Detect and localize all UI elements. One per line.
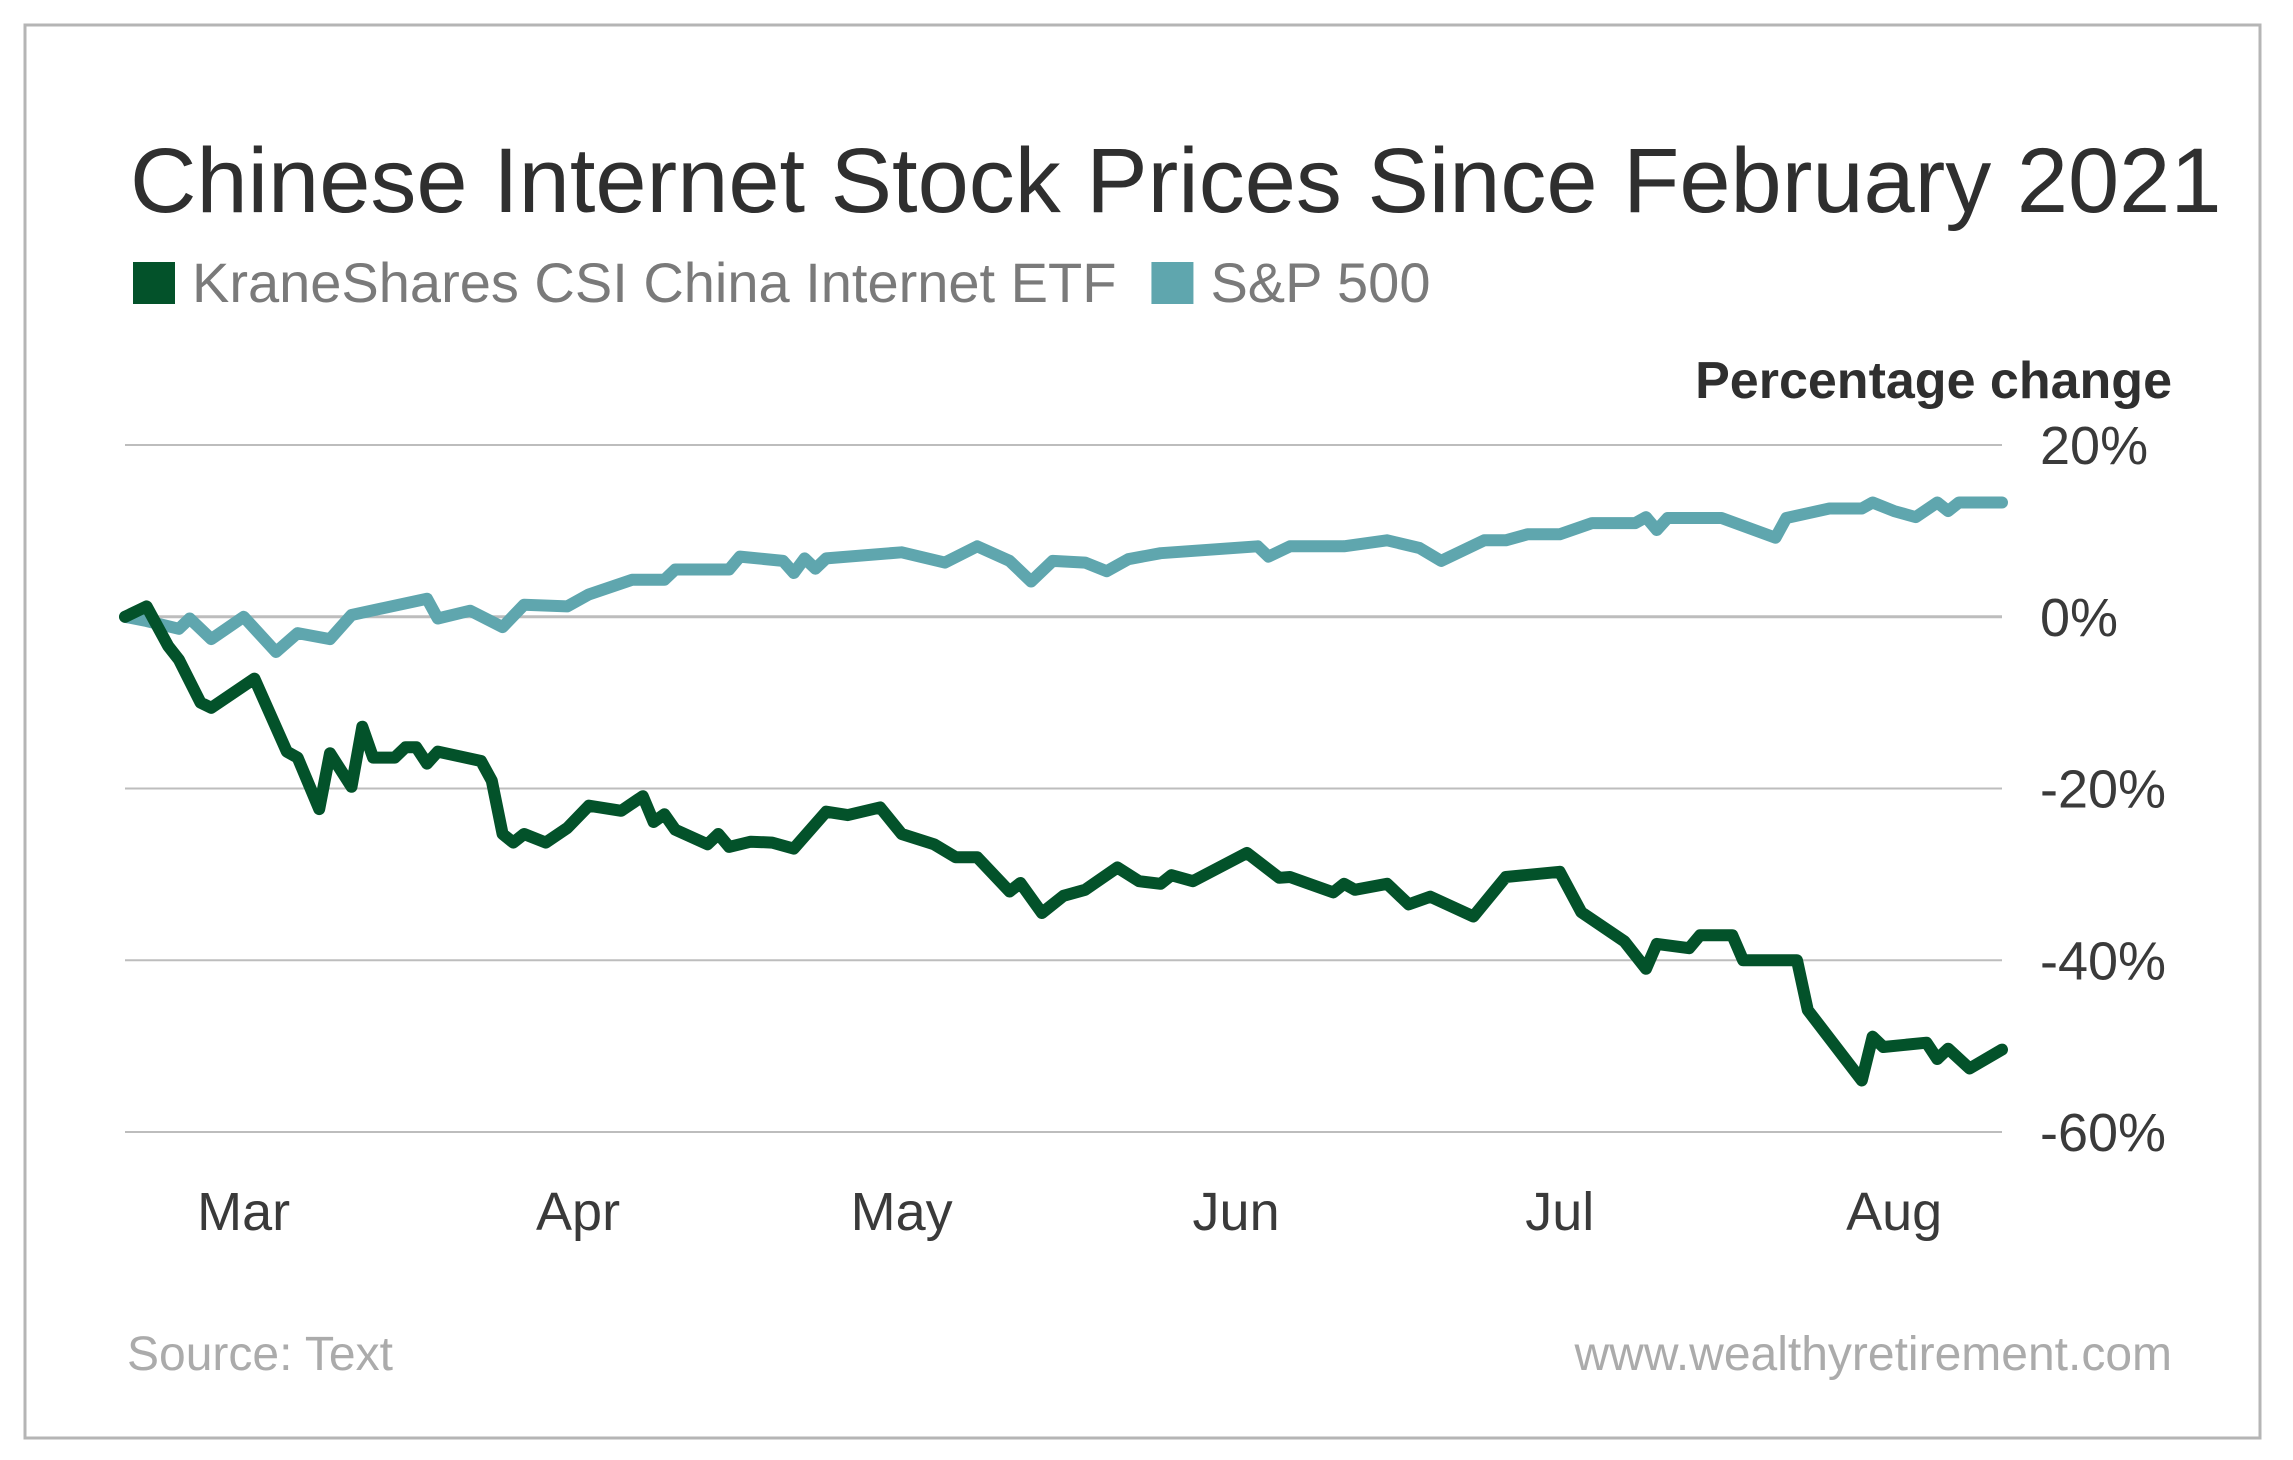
- series-line-sp500: [119, 496, 2008, 658]
- legend-label-sp500: S&P 500: [1210, 251, 1430, 314]
- y-axis-label: Percentage change: [1695, 352, 2172, 410]
- series-lines: [119, 496, 2008, 1087]
- card-border: [23, 23, 2262, 1440]
- website-credit: www.wealthyretirement.com: [1573, 1328, 2172, 1381]
- x-tick-label: Aug: [1846, 1182, 1942, 1242]
- legend: KraneShares CSI China Internet ETF S&P 5…: [133, 251, 1430, 314]
- y-tick-label: -40%: [2040, 931, 2166, 991]
- y-tick-label: 20%: [2040, 416, 2148, 476]
- y-tick-label: -20%: [2040, 760, 2166, 820]
- x-tick-labels: Mar Apr May Jun Jul Aug: [197, 1182, 1942, 1242]
- y-tick-label: 0%: [2040, 588, 2118, 648]
- x-tick-label: Apr: [536, 1182, 620, 1242]
- x-tick-label: Jul: [1525, 1182, 1594, 1242]
- x-tick-label: Mar: [197, 1182, 290, 1242]
- y-tick-label: -60%: [2040, 1103, 2166, 1163]
- chart-title: Chinese Internet Stock Prices Since Febr…: [130, 130, 2222, 232]
- x-tick-label: May: [851, 1182, 953, 1242]
- legend-swatch-etf: [133, 262, 175, 304]
- source-note: Source: Text: [127, 1328, 393, 1381]
- y-tick-labels: 20% 0% -20% -40% -60%: [2040, 416, 2166, 1163]
- legend-swatch-sp500: [1151, 262, 1194, 304]
- x-tick-label: Jun: [1193, 1182, 1280, 1242]
- legend-label-etf: KraneShares CSI China Internet ETF: [192, 251, 1116, 314]
- series-line-etf: [119, 600, 2008, 1087]
